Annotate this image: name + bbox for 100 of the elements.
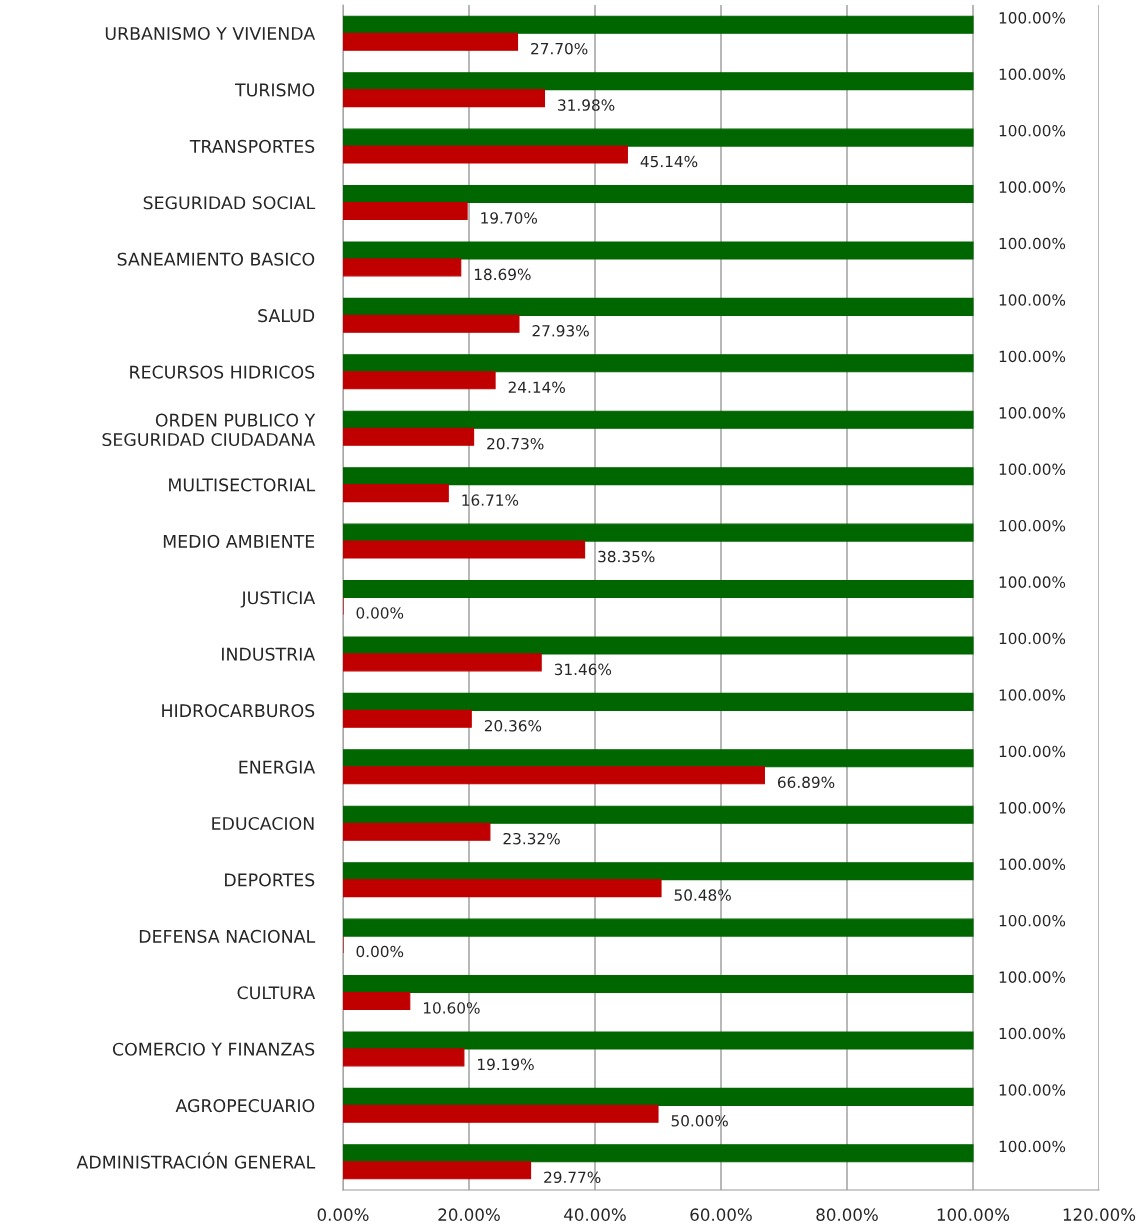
bar [343, 805, 974, 824]
bar [343, 1048, 465, 1067]
data-label: 45.14% [640, 155, 698, 168]
data-label: 20.73% [487, 437, 544, 450]
bar [343, 1161, 532, 1180]
y-tick-label: JUSTICIA [240, 591, 316, 608]
data-label: 100.00% [999, 689, 1066, 701]
data-label: 24.14% [508, 381, 565, 394]
data-label: 100.00% [999, 914, 1066, 927]
data-label: 50.00% [671, 1115, 728, 1127]
y-tick-label: ADMINISTRACIÓN GENERAL [76, 1152, 316, 1169]
x-tick-label: 60.00% [690, 1208, 752, 1221]
bar [343, 879, 662, 898]
bar [343, 975, 974, 994]
data-label: 100.00% [999, 802, 1066, 814]
data-label: 18.69% [474, 268, 531, 281]
data-label: 10.60% [423, 1002, 480, 1014]
y-tick-label: HIDROCARBUROS [162, 704, 315, 718]
bar [343, 1144, 974, 1163]
bar [343, 314, 520, 333]
y-tick-label: COMERCIO Y FINANZAS [112, 1042, 315, 1056]
data-label: 100.00% [999, 1027, 1066, 1040]
y-tick-label: CULTURA [237, 986, 316, 1000]
y-tick-label: TURISMO [235, 83, 315, 97]
bar [343, 128, 974, 147]
data-label: 100.00% [999, 971, 1066, 983]
bar [343, 297, 974, 316]
data-label: 100.00% [999, 519, 1066, 532]
data-label: 19.70% [481, 212, 538, 224]
bar [343, 484, 449, 503]
x-tick-label: 20.00% [438, 1208, 500, 1221]
data-label: 100.00% [999, 237, 1066, 250]
data-label: 100.00% [999, 350, 1066, 363]
data-label: 100.00% [999, 632, 1066, 645]
data-label: 100.00% [999, 1140, 1066, 1153]
y-tick-label: ENERGIA [239, 760, 316, 774]
data-label: 100.00% [999, 12, 1066, 24]
data-label: 20.36% [484, 720, 542, 732]
y-tick-label: AGROPECUARIO [175, 1099, 315, 1113]
y-tick-label: RECURSOS HIDRICOS [130, 365, 315, 379]
data-label: 0.00% [356, 945, 404, 958]
data-label: 31.98% [558, 99, 615, 111]
data-label: 16.71% [462, 494, 519, 506]
bar [343, 258, 462, 277]
y-tick-label: INDUSTRIA [222, 647, 316, 661]
y-tick-label: MULTISECTORIAL [169, 478, 316, 492]
data-label: 100.00% [999, 745, 1066, 758]
x-tick-label: 80.00% [816, 1208, 878, 1221]
bar [343, 766, 765, 785]
y-tick-label: DEFENSA NACIONAL [139, 929, 316, 943]
bar [343, 371, 496, 390]
x-tick-label: 40.00% [564, 1208, 626, 1221]
y-tick-label: EDUCACION [212, 816, 314, 831]
bar [343, 822, 491, 841]
data-label: 100.00% [999, 294, 1066, 306]
y-tick-label: TRANSPORTES [189, 139, 315, 153]
y-tick-label: SALUD [258, 309, 315, 323]
bar [343, 523, 974, 542]
bar [343, 749, 974, 768]
data-label: 27.93% [532, 325, 589, 337]
bar [343, 32, 519, 51]
bar [343, 1087, 974, 1106]
y-tick-label: DEPORTES [225, 873, 315, 887]
bar [343, 15, 974, 34]
bar [343, 72, 974, 91]
y-tick-label: SEGURIDAD SOCIAL [143, 196, 316, 210]
y-tick-label: SANEAMIENTO BASICO [117, 252, 315, 266]
bar [343, 201, 468, 220]
bar [343, 427, 475, 446]
data-label: 100.00% [999, 463, 1066, 476]
bar [343, 862, 974, 881]
bar [343, 410, 974, 429]
data-label: 100.00% [999, 858, 1066, 871]
bar [343, 354, 974, 373]
bar [343, 653, 542, 672]
data-label: 100.00% [999, 576, 1066, 588]
bar [343, 145, 628, 164]
data-label: 100.00% [999, 407, 1066, 419]
bar [343, 991, 411, 1010]
data-label: 100.00% [999, 68, 1066, 81]
y-tick-label: MEDIO AMBIENTE [163, 534, 315, 548]
data-label: 31.46% [554, 663, 612, 676]
x-tick-label: 0.00% [317, 1208, 369, 1221]
data-label: 27.70% [531, 42, 588, 55]
bar [343, 1104, 659, 1123]
bar [343, 540, 586, 559]
bar [343, 185, 974, 204]
data-label: 0.00% [356, 607, 404, 619]
data-label: 100.00% [999, 181, 1066, 193]
bar [343, 692, 974, 711]
data-label: 100.00% [999, 1084, 1066, 1096]
bar [343, 918, 974, 937]
data-label: 100.00% [999, 124, 1066, 137]
bar [343, 467, 974, 486]
data-label: 38.35% [598, 550, 655, 563]
bar [343, 580, 974, 599]
bar [343, 241, 974, 260]
data-label: 23.32% [503, 832, 560, 845]
bar [343, 636, 974, 655]
data-label: 19.19% [478, 1058, 534, 1071]
